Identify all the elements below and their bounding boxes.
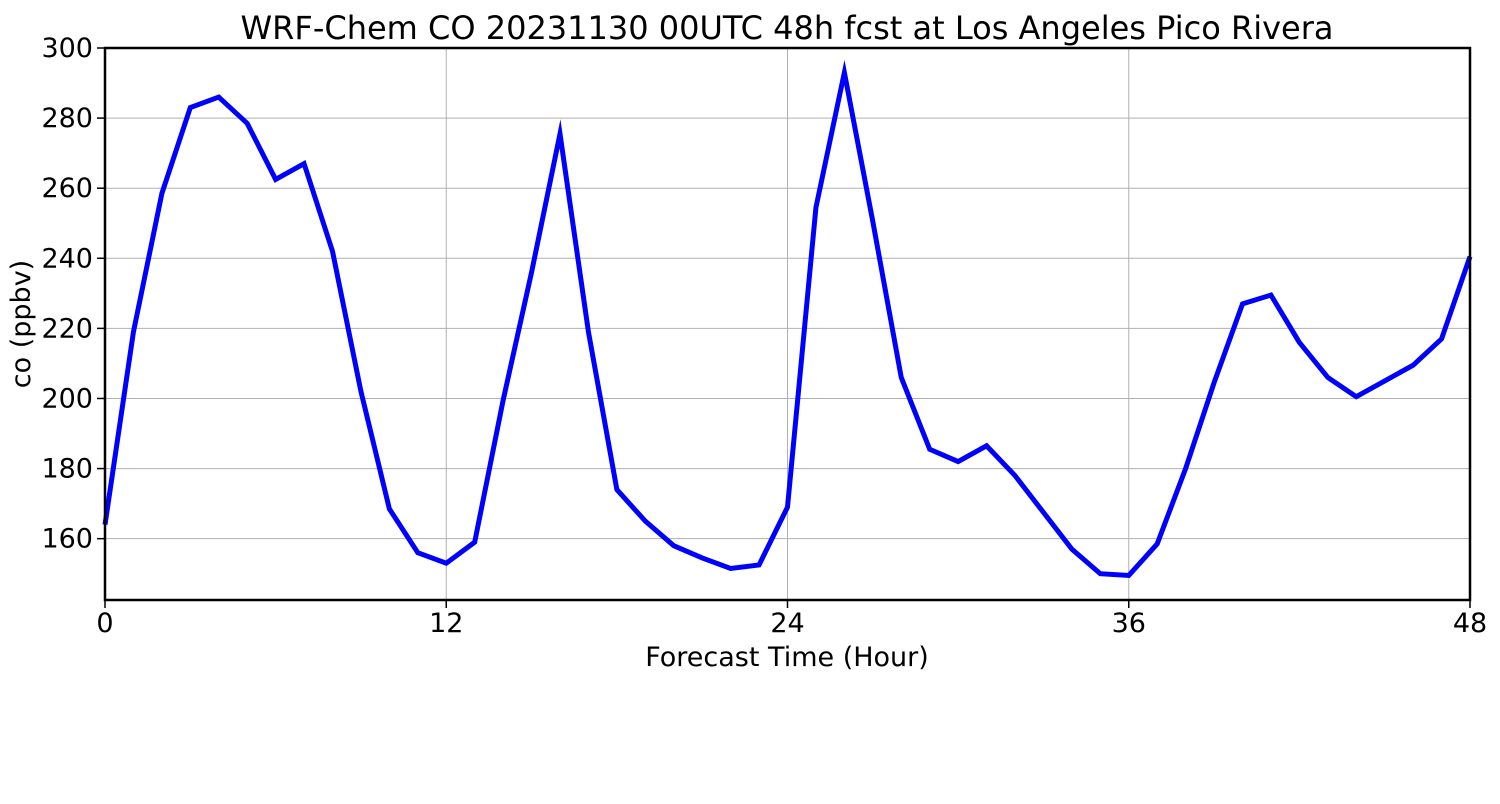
y-tick-label: 300 xyxy=(41,33,93,64)
y-tick-label: 240 xyxy=(41,243,93,274)
x-axis-label: Forecast Time (Hour) xyxy=(645,642,929,673)
axis-ticks: 160 180 200 220 240 260 280 300 0 12 24 36 48 xyxy=(41,33,1487,639)
y-tick-label: 160 xyxy=(41,524,93,555)
x-tick-label: 0 xyxy=(96,608,113,639)
x-tick-label: 36 xyxy=(1112,608,1146,639)
y-tick-label: 200 xyxy=(41,383,93,414)
grid-lines xyxy=(104,47,1471,600)
co-series-line xyxy=(102,59,1473,579)
y-tick-label: 260 xyxy=(41,173,93,204)
x-tick-label: 24 xyxy=(770,608,804,639)
x-tick-label: 12 xyxy=(429,608,463,639)
series-layer xyxy=(102,59,1473,579)
y-axis-label: co (ppbv) xyxy=(6,260,37,388)
y-tick-label: 280 xyxy=(41,103,93,134)
x-tick-label: 48 xyxy=(1453,608,1487,639)
chart-title: WRF-Chem CO 20231130 00UTC 48h fcst at L… xyxy=(241,9,1334,47)
y-tick-label: 180 xyxy=(41,454,93,485)
y-tick-label: 220 xyxy=(41,313,93,344)
